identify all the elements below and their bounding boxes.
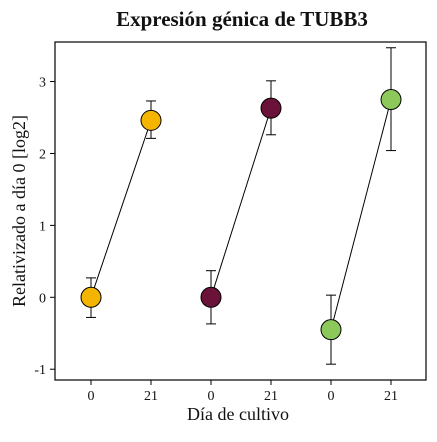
- data-point: [260, 97, 282, 119]
- plot-frame: [54, 41, 427, 381]
- y-axis: -1 0 1 2 3: [34, 76, 55, 378]
- x-tick-label: 0: [328, 389, 335, 404]
- x-tick-label: 21: [264, 389, 278, 404]
- y-tick-label: 1: [39, 219, 46, 234]
- x-axis: 0 21 0 21 0 21: [88, 380, 398, 404]
- x-tick-label: 0: [88, 389, 95, 404]
- series-line: [330, 99, 392, 330]
- data-point: [140, 109, 162, 131]
- y-tick-label: 0: [39, 291, 46, 306]
- x-axis-label: Día de cultivo: [187, 404, 289, 424]
- data-point: [200, 286, 222, 308]
- data-point: [80, 286, 102, 308]
- x-tick-label: 0: [208, 389, 215, 404]
- y-tick-label: -1: [34, 363, 46, 378]
- data-point: [320, 319, 342, 341]
- y-tick-label: 2: [39, 147, 46, 162]
- series-line: [90, 120, 152, 298]
- data-layer: [80, 47, 402, 365]
- x-tick-label: 21: [384, 389, 398, 404]
- data-point: [380, 89, 402, 111]
- y-tick-label: 3: [39, 76, 46, 91]
- y-axis-label: Relativizado a día 0 [log2]: [9, 115, 29, 307]
- series-line: [210, 108, 272, 298]
- x-tick-label: 21: [144, 389, 158, 404]
- chart-title: Expresión génica de TUBB3: [116, 7, 368, 31]
